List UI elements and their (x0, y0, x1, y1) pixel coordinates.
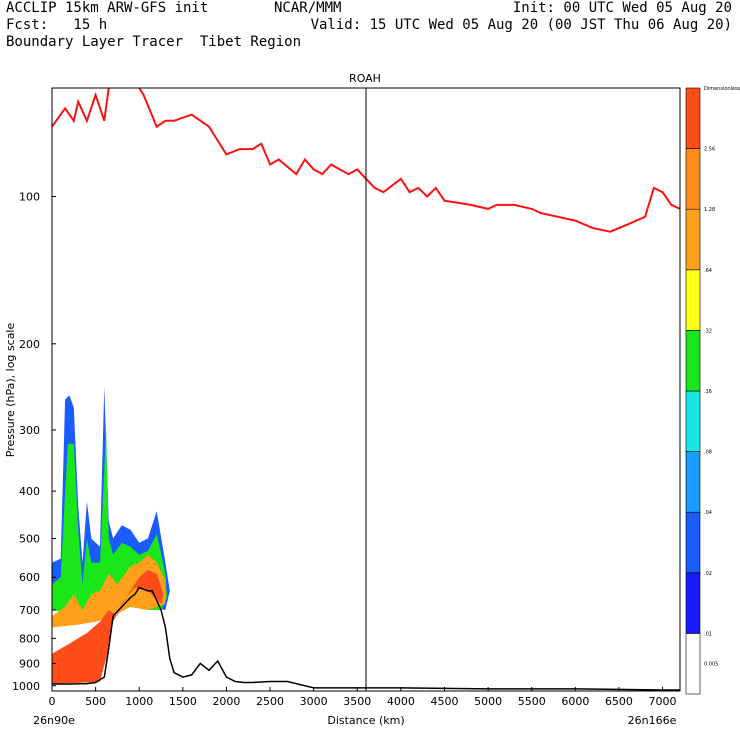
colorbar-segment (685, 572, 701, 634)
x-end-label: 26n166e (628, 714, 677, 727)
colorbar-label: 0.005 (704, 662, 718, 668)
x-tick-label: 2000 (212, 695, 240, 708)
y-tick-label: 100 (19, 191, 40, 204)
colorbar-segment (685, 87, 701, 149)
colorbar-label: Dimensionless (704, 86, 740, 92)
x-tick-label: 4000 (387, 695, 415, 708)
chart-title: ROAH (349, 72, 381, 85)
x-tick-label: 4500 (431, 695, 459, 708)
x-tick-label: 0 (49, 695, 56, 708)
x-tick-label: 7000 (649, 695, 677, 708)
line-layer (52, 88, 680, 691)
x-tick-label: 1500 (169, 695, 197, 708)
y-tick-label: 200 (19, 338, 40, 351)
x-tick-label: 2500 (256, 695, 284, 708)
colorbar-label: .32 (704, 328, 712, 334)
tracer-plume-layer (52, 386, 170, 684)
colorbar: 0.005 .01 .02 .04 .08 .16 .32 .64 1.28 2.56 Dimens… (685, 86, 740, 695)
x-tick-label: 6500 (605, 695, 633, 708)
header-valid: Valid: 15 UTC Wed 05 Aug 20 (00 JST Thu … (310, 17, 732, 33)
colorbar-label: .01 (704, 631, 712, 637)
tracer-contour-2 (52, 554, 166, 628)
header-model: ACCLIP 15km ARW-GFS init (6, 0, 209, 16)
y-tick-label: 500 (19, 532, 40, 545)
y-tick-label: 600 (19, 571, 40, 584)
y-tick-label: 900 (19, 657, 40, 670)
plot-frame (51, 87, 681, 692)
terrain-line (52, 586, 680, 691)
y-tick-label: 1000 (12, 680, 40, 693)
colorbar-label: .04 (704, 510, 712, 516)
colorbar-label: 1.28 (704, 207, 715, 213)
x-tick-label: 5000 (474, 695, 502, 708)
tracer-contour-0 (52, 386, 170, 610)
colorbar-segment (685, 330, 701, 392)
x-tick-label: 3500 (343, 695, 371, 708)
colorbar-label: 2.56 (704, 147, 715, 153)
y-tick-label: 800 (19, 632, 40, 645)
x-tick-label: 3000 (300, 695, 328, 708)
y-tick-label: 400 (19, 485, 40, 498)
y-tick-label: 700 (19, 604, 40, 617)
y-axis-label: Pressure (hPa), log scale (4, 323, 17, 458)
colorbar-label: .08 (704, 450, 712, 456)
colorbar-segment (685, 451, 701, 513)
x-start-label: 26n90e (33, 714, 75, 727)
colorbar-label: .02 (704, 571, 712, 577)
colorbar-segment (685, 511, 701, 574)
colorbar-segment (685, 390, 701, 452)
header-source: NCAR/MMM (274, 0, 342, 16)
x-tick-label: 6000 (561, 695, 589, 708)
header-forecast: Fcst: 15 h (6, 17, 108, 33)
x-tick-label: 500 (85, 695, 106, 708)
colorbar-segment (685, 633, 701, 695)
tropopause-line (52, 88, 680, 233)
colorbar-label: .16 (704, 389, 712, 395)
tracer-contour-3 (52, 570, 164, 684)
colorbar-label: .64 (704, 268, 712, 274)
x-tick-label: 1000 (125, 695, 153, 708)
y-tick-label: 300 (19, 424, 40, 437)
x-tick-label: 5500 (518, 695, 546, 708)
colorbar-segment (685, 148, 701, 210)
header-init: Init: 00 UTC Wed 05 Aug 20 (512, 0, 732, 16)
x-axis-label: Distance (km) (327, 714, 404, 727)
colorbar-segment (685, 269, 701, 331)
header-product: Boundary Layer Tracer Tibet Region (6, 34, 302, 50)
colorbar-segment (685, 208, 701, 271)
axis-layer: 0 500 1000 1500 2000 2500 3000 3500 4000 4500 5000… (12, 191, 677, 708)
